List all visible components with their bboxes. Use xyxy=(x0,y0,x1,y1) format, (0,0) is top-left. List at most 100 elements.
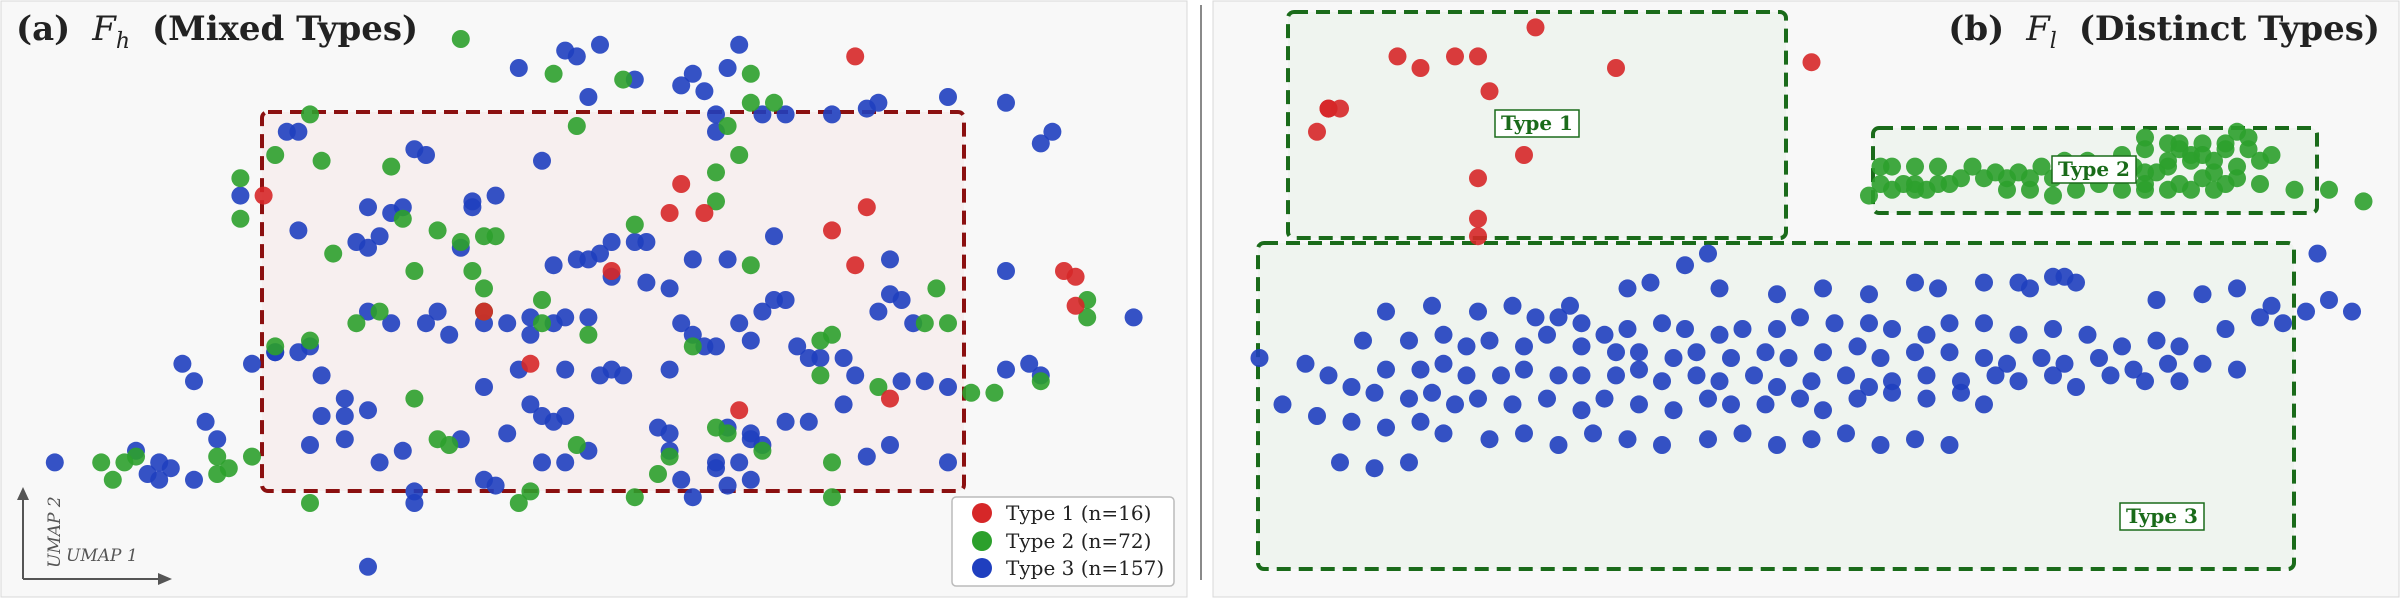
point-type3-60 xyxy=(776,291,795,309)
point-type3-51 xyxy=(765,227,783,246)
point-type3-37 xyxy=(359,238,377,257)
point-type3-106 xyxy=(2009,372,2028,391)
point-type3-93 xyxy=(1630,360,1648,379)
point-type2-29 xyxy=(2044,186,2062,205)
point-type3-147 xyxy=(1618,430,1637,449)
point-type3-85 xyxy=(1411,360,1430,379)
point-type3-10 xyxy=(1768,285,1786,304)
point-type3-16 xyxy=(2021,279,2039,298)
point-type3-119 xyxy=(1446,395,1464,414)
point-type3-28 xyxy=(1503,296,1522,315)
y-axis-label: UMAP 2 xyxy=(45,496,65,568)
points-a xyxy=(45,30,1143,576)
point-type2-14 xyxy=(324,244,343,263)
point-type1-4 xyxy=(1469,47,1487,66)
point-type3-122 xyxy=(243,354,261,373)
point-type3-152 xyxy=(405,482,424,501)
point-type3-55 xyxy=(1354,331,1372,350)
point-type3-129 xyxy=(1756,395,1775,414)
point-type1-13 xyxy=(1469,209,1487,228)
point-type3-148 xyxy=(138,465,157,483)
point-type3-24 xyxy=(2343,302,2361,321)
point-type2-70 xyxy=(2354,192,2373,211)
point-type3-133 xyxy=(649,418,667,437)
point-type2-13 xyxy=(707,192,725,211)
point-type2-20 xyxy=(266,337,285,356)
point-type3-29 xyxy=(1526,308,1545,327)
point-type1-10 xyxy=(1515,146,1533,164)
point-type3-56 xyxy=(869,302,888,321)
point-type2-53 xyxy=(2021,180,2039,199)
legend: Type 1 (n=16) Type 2 (n=72) Type 3 (n=15… xyxy=(951,496,1175,587)
point-type3-27 xyxy=(231,186,250,205)
point-type3-109 xyxy=(544,412,563,431)
point-type3-123 xyxy=(1572,401,1591,420)
point-type1-15 xyxy=(1066,267,1085,286)
point-type2-68 xyxy=(2285,180,2304,199)
point-type1-5 xyxy=(1607,59,1625,77)
point-type2-0 xyxy=(451,30,470,48)
point-type2-65 xyxy=(765,93,783,112)
point-type2-38 xyxy=(2159,180,2177,199)
point-type3-55 xyxy=(892,291,911,309)
point-type2-27 xyxy=(1871,175,1890,193)
point-type3-66 xyxy=(440,325,459,344)
point-type3-11 xyxy=(1814,279,1832,298)
point-type2-4 xyxy=(741,93,760,112)
point-type2-37 xyxy=(2182,180,2200,199)
point-type2-28 xyxy=(1860,186,1878,205)
point-type3-25 xyxy=(417,146,435,164)
point-type2-48 xyxy=(823,453,841,472)
point-type3-63 xyxy=(1607,343,1625,362)
point-type1-11 xyxy=(1066,296,1085,315)
point-type3-38 xyxy=(1768,320,1786,338)
point-type3-80 xyxy=(556,360,575,379)
point-type2-66 xyxy=(2159,134,2177,153)
point-type2-22 xyxy=(347,314,366,333)
point-type2-19 xyxy=(475,279,493,298)
point-type2-58 xyxy=(2205,163,2223,182)
point-type3-93 xyxy=(892,372,911,391)
region-label-type3-box xyxy=(2119,502,2205,531)
point-type3-58 xyxy=(1457,337,1476,356)
point-type3-101 xyxy=(335,389,354,408)
panel-a-symbol: F xyxy=(91,9,117,49)
point-type2-67 xyxy=(2262,146,2281,164)
panel-a-title-text: (Mixed Types) xyxy=(152,9,418,49)
point-type1-1 xyxy=(1388,47,1407,66)
point-type1-3 xyxy=(857,198,876,217)
point-type2-39 xyxy=(1031,372,1050,391)
point-type3-53 xyxy=(997,262,1015,280)
point-type3-136 xyxy=(707,453,725,472)
point-type2-35 xyxy=(811,366,830,385)
point-type2-37 xyxy=(962,383,981,402)
point-type3-50 xyxy=(718,250,737,269)
point-type3-17 xyxy=(2067,273,2085,292)
point-type3-94 xyxy=(1653,372,1671,391)
point-type3-13 xyxy=(776,105,795,124)
point-type3-65 xyxy=(1664,349,1683,367)
y-arrow-head xyxy=(17,487,29,500)
point-type3-8 xyxy=(1641,273,1660,292)
point-type3-106 xyxy=(521,395,540,414)
point-type3-130 xyxy=(1791,389,1809,408)
point-type3-124 xyxy=(301,436,319,454)
x-axis-label: UMAP 1 xyxy=(66,546,138,566)
point-type3-92 xyxy=(846,366,865,385)
point-type3-1 xyxy=(1676,256,1694,275)
point-type2-39 xyxy=(2147,163,2166,182)
point-type3-155 xyxy=(1906,430,1924,449)
point-type3-44 xyxy=(1940,314,1959,333)
point-type2-25 xyxy=(533,291,551,309)
point-type3-90 xyxy=(811,349,830,367)
point-type3-98 xyxy=(1768,378,1786,396)
point-type1-2 xyxy=(1411,59,1430,77)
point-type3-39 xyxy=(602,233,621,251)
point-type3-82 xyxy=(2193,354,2212,373)
point-type2-43 xyxy=(440,436,459,454)
point-type3-113 xyxy=(1296,354,1315,373)
point-type2-67 xyxy=(428,221,447,240)
panel-b-subscript: l xyxy=(2050,29,2057,54)
point-type3-129 xyxy=(498,424,517,443)
point-type3-119 xyxy=(196,412,215,431)
